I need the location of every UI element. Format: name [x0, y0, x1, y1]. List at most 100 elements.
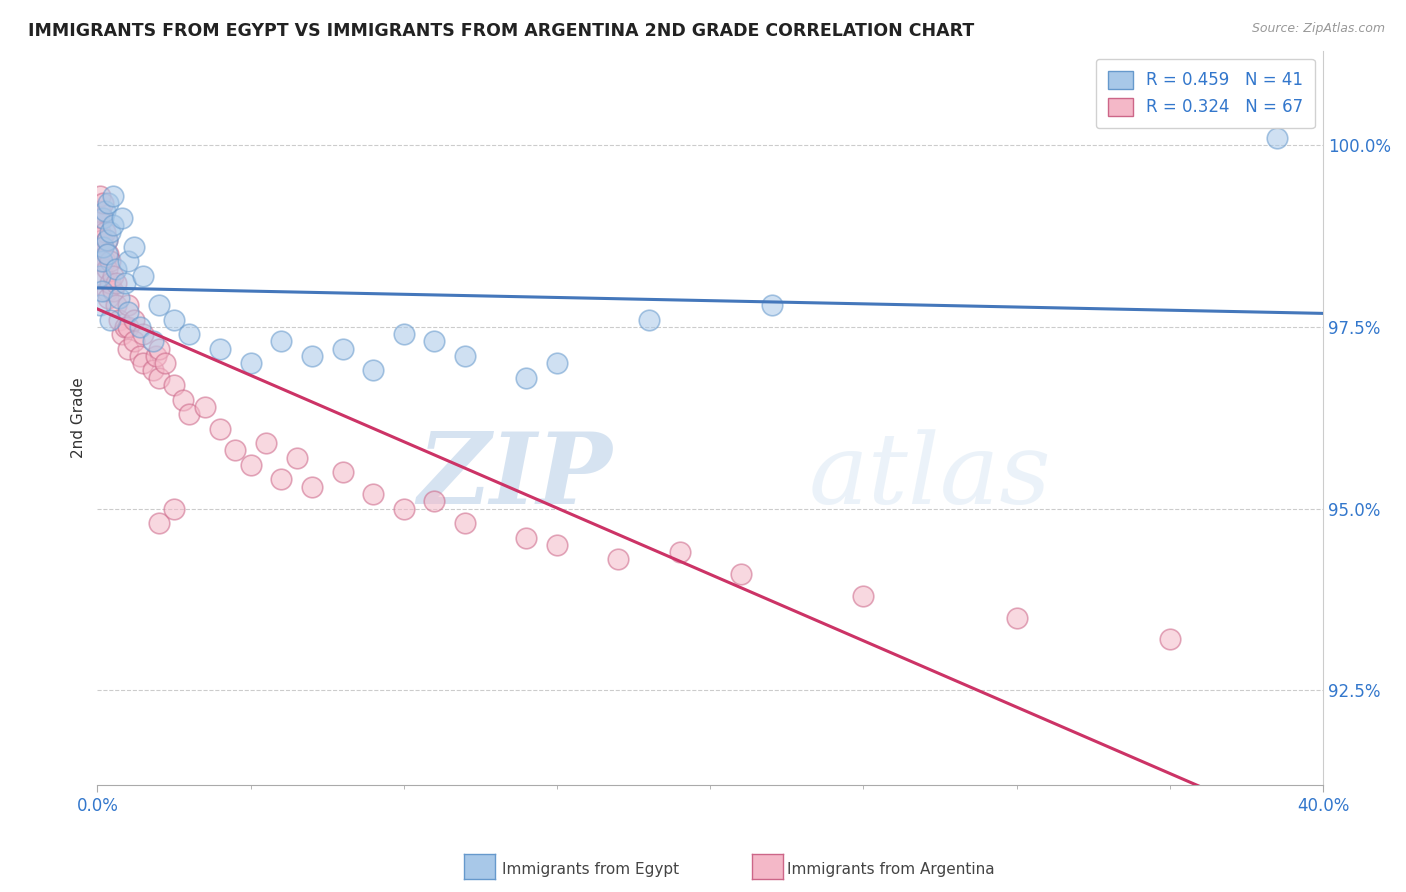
Point — [515, 531, 537, 545]
Point — [172, 392, 194, 407]
Point — [87, 247, 110, 261]
Point — [93, 196, 115, 211]
Legend: R = 0.459   N = 41, R = 0.324   N = 67: R = 0.459 N = 41, R = 0.324 N = 67 — [1097, 59, 1315, 128]
Point — [96, 261, 118, 276]
Point — [515, 370, 537, 384]
Point — [111, 327, 134, 342]
Point — [107, 312, 129, 326]
Point — [101, 189, 124, 203]
Point — [361, 363, 384, 377]
Point — [98, 226, 121, 240]
Point — [98, 312, 121, 326]
Point — [1159, 632, 1181, 647]
Point — [122, 240, 145, 254]
Point — [148, 516, 170, 530]
Point — [101, 284, 124, 298]
Point — [117, 305, 139, 319]
Point — [730, 566, 752, 581]
Point — [94, 254, 117, 268]
Point — [761, 298, 783, 312]
Point — [96, 233, 118, 247]
Point — [94, 226, 117, 240]
Point — [87, 211, 110, 225]
Point — [163, 501, 186, 516]
Point — [91, 284, 114, 298]
Point — [132, 268, 155, 283]
Point — [141, 334, 163, 349]
Point — [89, 203, 111, 218]
Point — [129, 349, 152, 363]
Point — [93, 268, 115, 283]
Point — [117, 319, 139, 334]
Point — [89, 298, 111, 312]
Point — [270, 473, 292, 487]
Point — [101, 218, 124, 232]
Point — [239, 356, 262, 370]
Point — [96, 284, 118, 298]
Text: ZIP: ZIP — [418, 428, 612, 524]
Text: Immigrants from Egypt: Immigrants from Egypt — [502, 863, 679, 877]
Point — [101, 268, 124, 283]
Point — [111, 211, 134, 225]
Point — [117, 298, 139, 312]
Point — [97, 247, 120, 261]
Point — [179, 407, 201, 421]
Y-axis label: 2nd Grade: 2nd Grade — [72, 377, 86, 458]
Point — [148, 342, 170, 356]
Point — [89, 240, 111, 254]
Point — [93, 211, 115, 225]
Point — [163, 312, 186, 326]
Point — [122, 312, 145, 326]
Point — [104, 298, 127, 312]
Point — [132, 356, 155, 370]
Point — [89, 189, 111, 203]
Point — [145, 349, 167, 363]
Point — [114, 277, 136, 291]
Point — [163, 378, 186, 392]
Point — [179, 327, 201, 342]
Point — [117, 254, 139, 268]
Point — [91, 233, 114, 247]
Point — [98, 254, 121, 268]
Point — [361, 487, 384, 501]
Text: IMMIGRANTS FROM EGYPT VS IMMIGRANTS FROM ARGENTINA 2ND GRADE CORRELATION CHART: IMMIGRANTS FROM EGYPT VS IMMIGRANTS FROM… — [28, 22, 974, 40]
Point — [423, 494, 446, 508]
Point — [607, 552, 630, 566]
Point — [104, 261, 127, 276]
Point — [270, 334, 292, 349]
Point — [93, 240, 115, 254]
Text: Source: ZipAtlas.com: Source: ZipAtlas.com — [1251, 22, 1385, 36]
Point — [129, 319, 152, 334]
Point — [332, 465, 354, 479]
Point — [454, 516, 477, 530]
Point — [117, 342, 139, 356]
Point — [98, 277, 121, 291]
Point — [224, 443, 246, 458]
Point — [301, 480, 323, 494]
Point — [546, 538, 568, 552]
Point — [97, 196, 120, 211]
Point — [332, 342, 354, 356]
Point — [454, 349, 477, 363]
Point — [301, 349, 323, 363]
Point — [104, 277, 127, 291]
Point — [638, 312, 661, 326]
Point — [114, 319, 136, 334]
Point — [97, 291, 120, 305]
Point — [852, 589, 875, 603]
Point — [89, 226, 111, 240]
Point — [208, 342, 231, 356]
Point — [94, 203, 117, 218]
Point — [423, 334, 446, 349]
Point — [1265, 131, 1288, 145]
Text: Immigrants from Argentina: Immigrants from Argentina — [787, 863, 995, 877]
Point — [148, 370, 170, 384]
Point — [96, 233, 118, 247]
Point — [1005, 610, 1028, 624]
Point — [546, 356, 568, 370]
Point — [392, 501, 415, 516]
Point — [153, 356, 176, 370]
Point — [107, 291, 129, 305]
Point — [132, 327, 155, 342]
Point — [93, 240, 115, 254]
